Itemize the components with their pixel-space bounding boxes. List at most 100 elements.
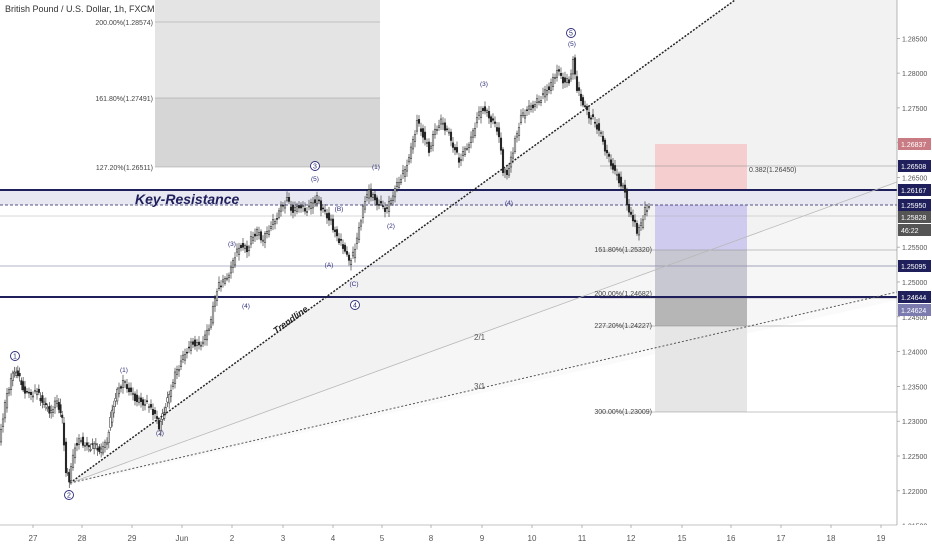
candle [419,128,423,132]
candle [535,98,539,103]
candle [96,447,99,451]
candle [577,87,581,91]
candle [291,204,295,213]
candle [473,127,477,136]
candle [48,406,51,414]
candle [275,218,279,220]
candle [217,281,221,289]
wave-marker [350,300,360,310]
candle [20,380,23,386]
price-label-box [898,211,931,223]
price-tick-label: 1.26500 [902,176,927,183]
candle [647,206,651,208]
candle [539,100,543,103]
candle [553,77,557,79]
candle [219,285,223,288]
candle [157,420,161,430]
candle [127,387,131,393]
candle [249,236,253,245]
candle [297,205,301,209]
resistance-label: Key-Resistance [135,191,239,207]
candle [123,381,127,383]
candle [237,247,241,255]
candle [245,245,249,253]
candle [543,89,547,98]
candle [357,227,361,240]
candle [93,443,96,449]
candle [361,205,365,218]
candle [385,207,389,209]
fib-level-label-right: 200.00%(1.24682) [594,291,652,298]
candle [94,443,97,446]
candle [13,371,16,374]
candle [145,400,149,402]
candle [101,446,105,454]
candle [441,122,445,125]
candle [83,444,87,447]
candle [593,121,597,124]
candle [201,341,205,345]
candle [565,78,569,83]
candle [393,188,397,198]
candle [567,79,571,84]
candle [27,391,31,394]
candle [557,69,561,72]
candle [375,197,379,205]
candle [116,388,119,402]
candle [129,387,133,392]
wave-label: (2) [156,430,164,437]
candle [429,145,433,149]
candle [307,205,311,208]
time-tick-label: 8 [429,534,434,543]
candle [243,245,247,249]
candle [509,156,513,168]
candle [257,232,261,236]
candle [613,165,617,171]
candle [103,441,107,448]
candle [457,157,461,163]
candle [9,378,13,390]
candle [183,354,187,361]
candle [397,182,401,188]
extension-zone-2 [655,298,747,326]
candle [299,205,303,209]
candle [487,111,491,119]
candle [265,231,269,234]
candle [515,133,519,138]
candle [483,106,487,112]
candle [351,251,355,257]
time-tick-label: 16 [727,534,736,543]
time-tick-label: 12 [627,534,636,543]
candle [263,233,267,243]
candle [343,244,347,252]
candle [637,227,641,236]
candle [287,197,291,202]
candle [615,173,619,176]
candle [503,169,507,173]
candle [143,403,147,406]
candle [25,390,29,393]
candle [33,389,37,392]
candle [151,409,155,415]
chart-title: British Pound / U.S. Dollar, 1h, FXCM [5,4,155,14]
fan-label-2-1: 2/1 [474,333,486,342]
wave-label: 1 [13,354,17,361]
price-label: 1.25828 [901,215,926,222]
candle [295,206,299,212]
candle [57,402,60,410]
candle [529,105,533,110]
candle [55,400,59,404]
candle [215,291,219,301]
candle [139,397,143,402]
candle [121,380,125,389]
candle [69,466,73,481]
candle [605,149,609,154]
candle [399,178,403,183]
time-tick-label: 17 [777,534,786,543]
candle [459,159,463,161]
candle [255,228,259,236]
candle [323,209,327,212]
candle [455,147,459,153]
candle [353,248,357,259]
